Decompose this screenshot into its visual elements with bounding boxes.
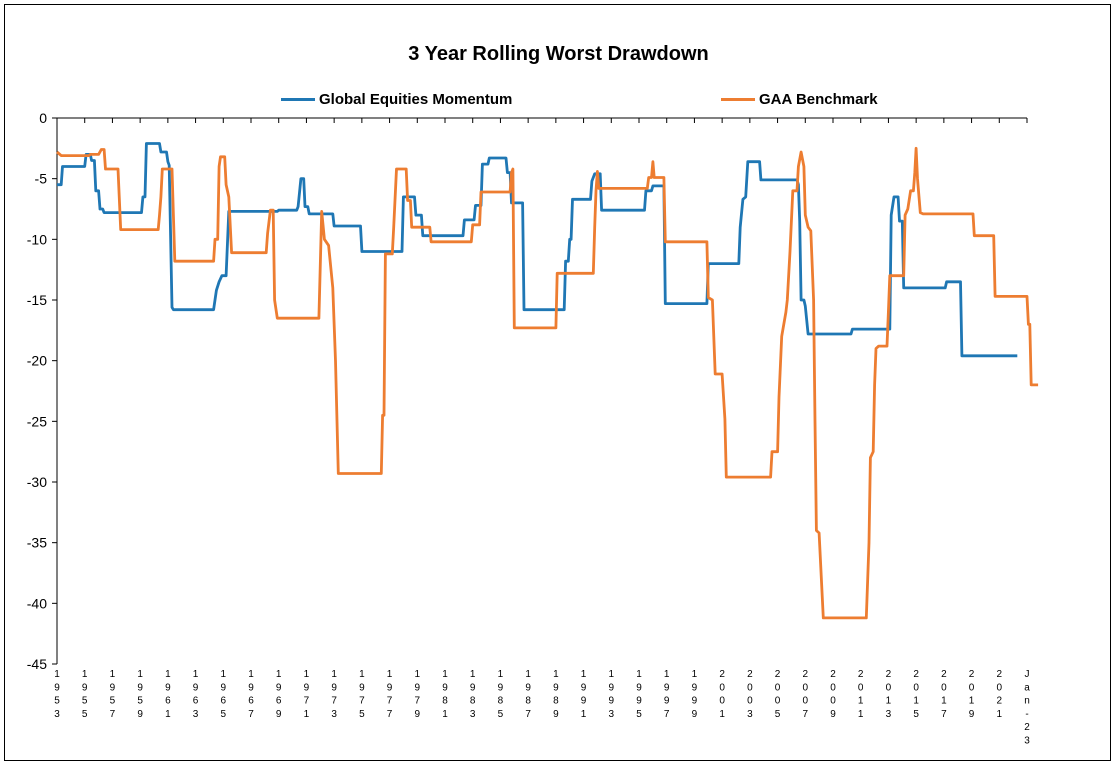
y-tick-label: -5: [35, 171, 48, 187]
y-tick-label: -10: [27, 231, 47, 247]
y-tick-label: -35: [27, 535, 47, 551]
y-tick-label: -45: [27, 656, 47, 672]
y-tick-label: -15: [27, 292, 47, 308]
legend-label-global-equities-momentum: Global Equities Momentum: [319, 91, 513, 108]
legend-item-gaa-benchmark: GAA Benchmark: [721, 91, 878, 108]
legend-item-global-equities-momentum: Global Equities Momentum: [281, 91, 512, 108]
series-line-gaa-benchmark: [56, 146, 1039, 620]
chart-title: 3 Year Rolling Worst Drawdown: [408, 43, 709, 65]
chart-plot: 0 -5 -10 -15 -20 -25 -30 -35 -40 -45 1 9 5 3 1 9 5 5 1 9 5 7 1…: [27, 110, 1039, 747]
y-tick-label: 0: [39, 110, 47, 126]
legend-label-gaa-benchmark: GAA Benchmark: [759, 91, 878, 108]
y-tick-label: -25: [27, 413, 47, 429]
y-tick-label: -30: [27, 474, 47, 490]
legend-swatch-global-equities-momentum: [281, 98, 315, 101]
y-tick-label: -20: [27, 353, 47, 369]
series-line-global-equities-momentum: [57, 142, 1018, 358]
legend-swatch-gaa-benchmark: [721, 98, 755, 101]
chart-frame: 3 Year Rolling Worst Drawdown Global Equ…: [4, 4, 1111, 761]
y-tick-label: -40: [27, 595, 47, 611]
